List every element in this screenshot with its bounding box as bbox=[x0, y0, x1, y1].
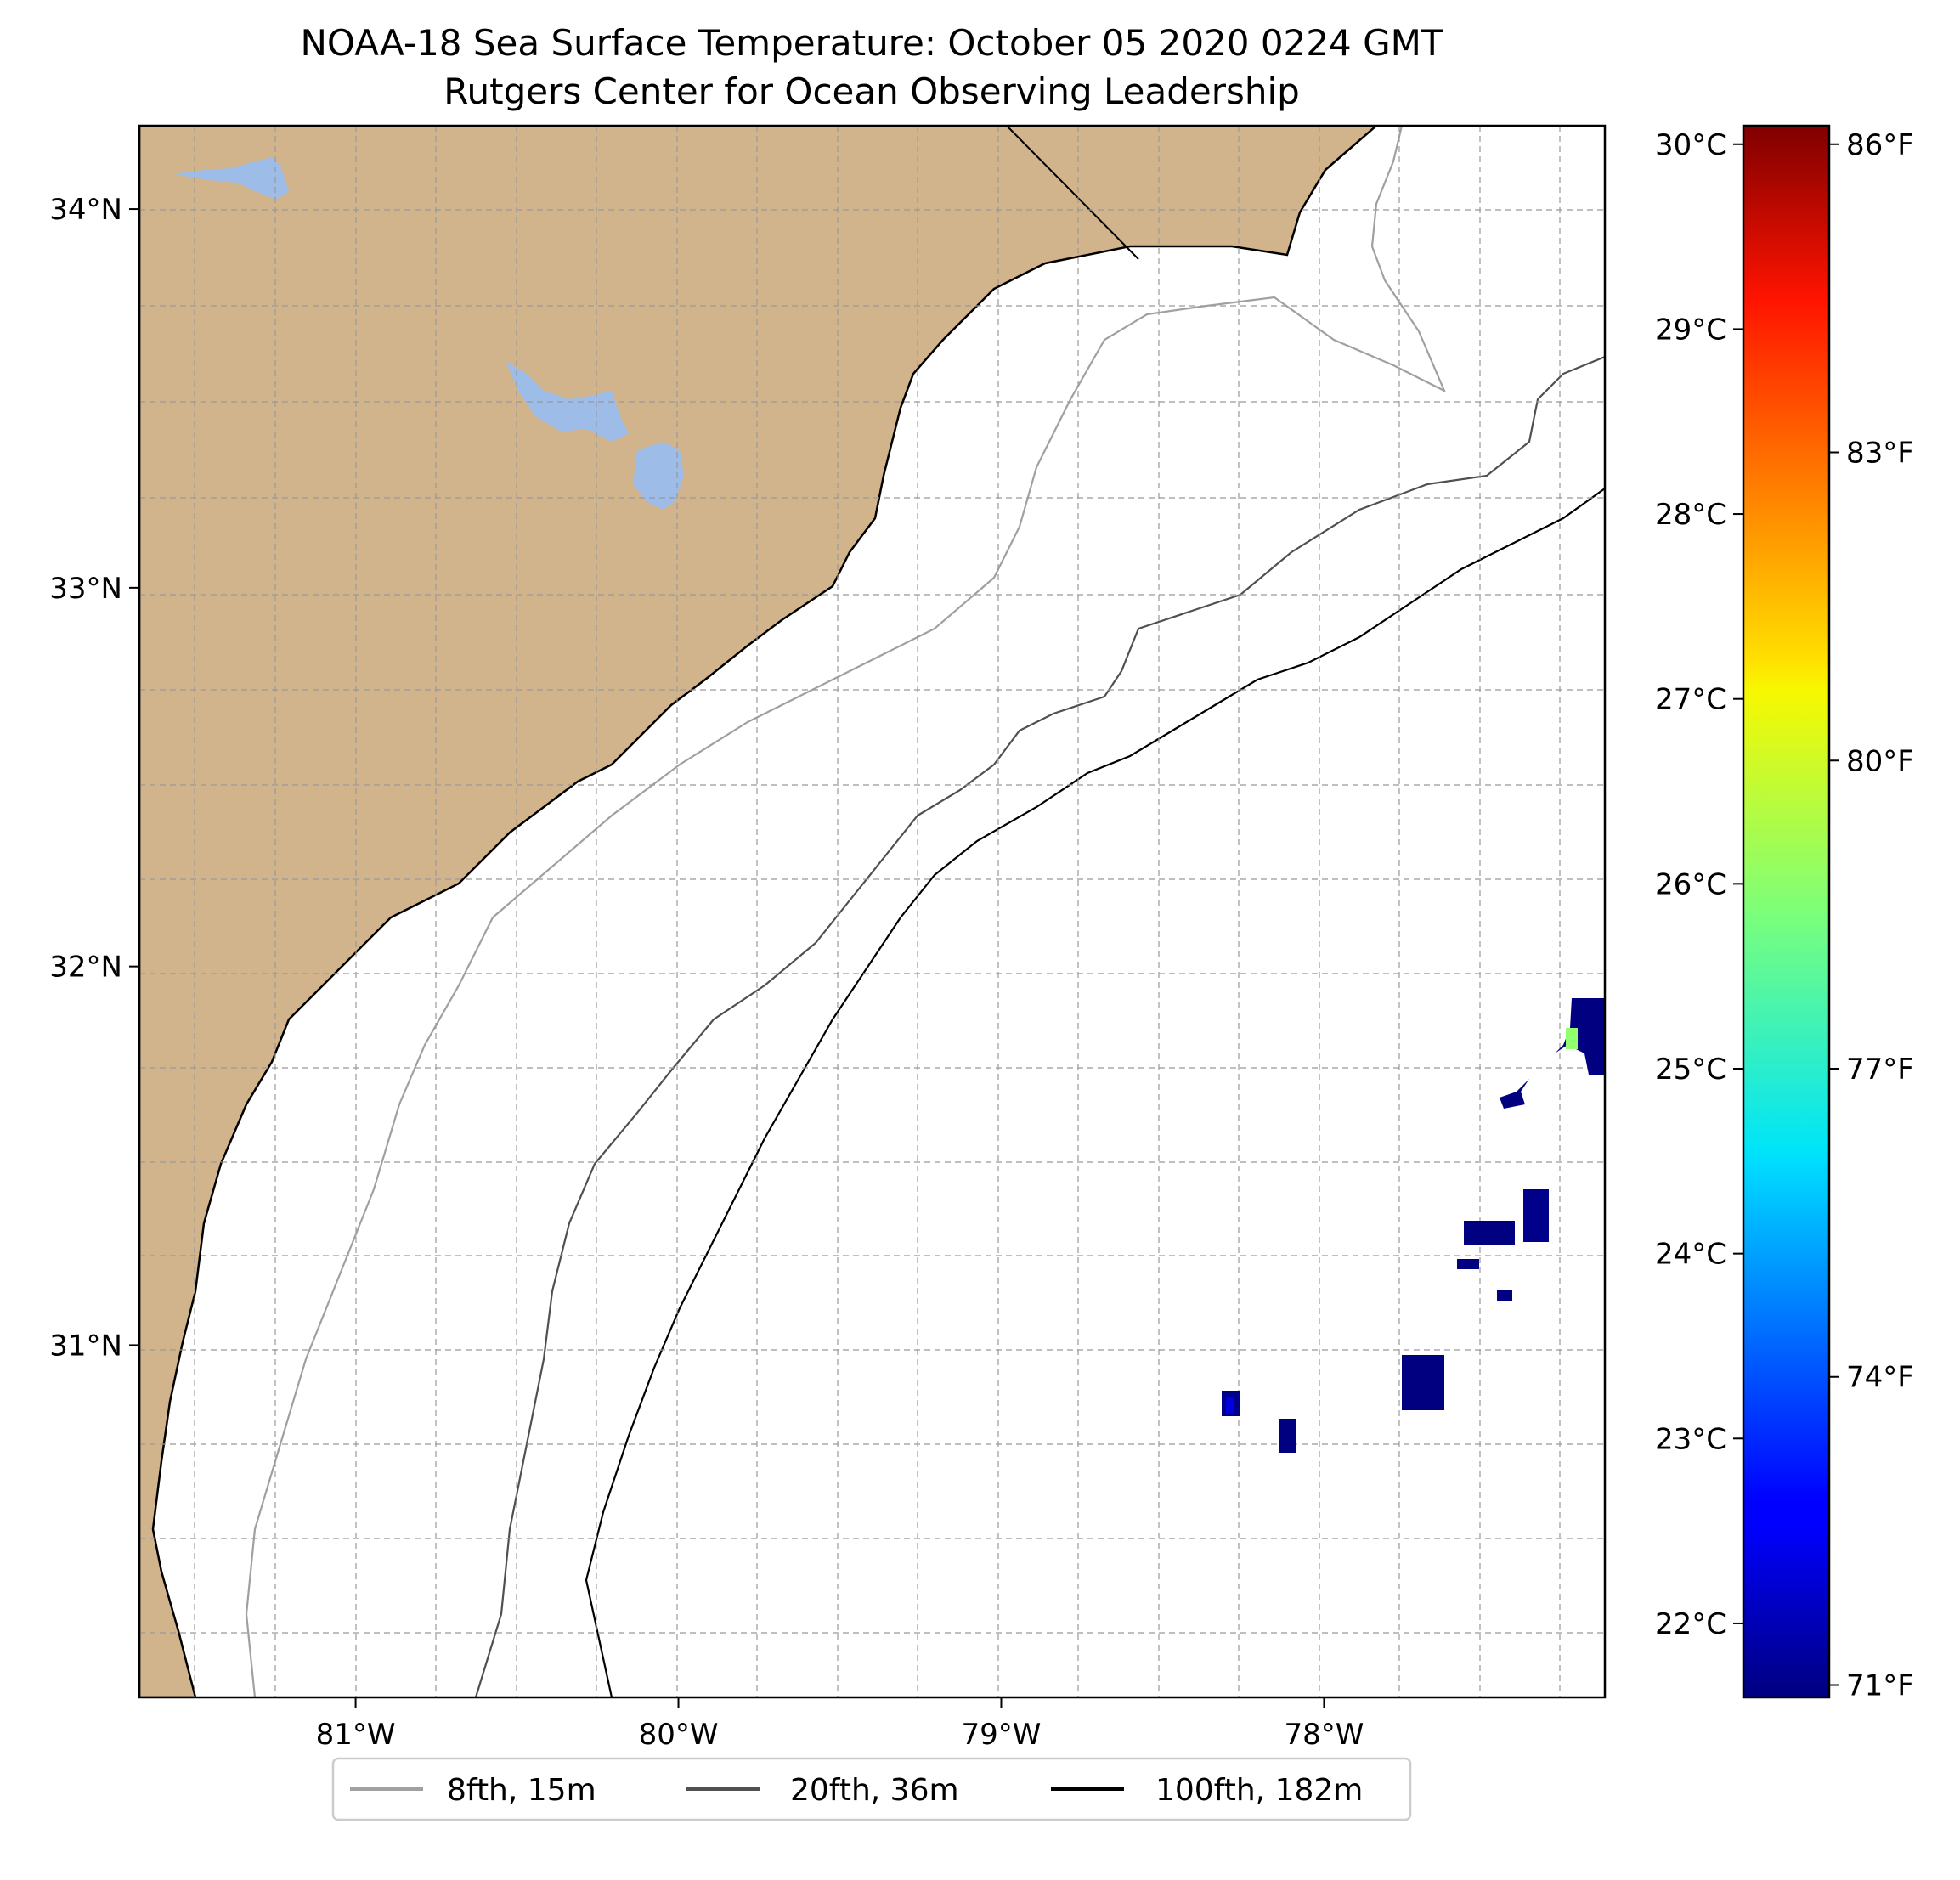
title-line-1: NOAA-18 Sea Surface Temperature: October… bbox=[300, 22, 1443, 64]
colorbar-c-tick-label: 26°C bbox=[1655, 867, 1726, 901]
colorbar-f-tick-label: 80°F bbox=[1846, 744, 1914, 778]
colorbar-c-tick-label: 24°C bbox=[1655, 1238, 1726, 1272]
sst-patch bbox=[1279, 1419, 1296, 1453]
colorbar-celsius-ticks: 30°C 29°C 28°C 27°C 26°C 25°C 24°C 23°C 22°C bbox=[1655, 128, 1743, 1641]
colorbar-c-tick-label: 30°C bbox=[1655, 128, 1726, 162]
colorbar-c-tick-label: 27°C bbox=[1655, 683, 1726, 717]
lake-north bbox=[174, 157, 289, 200]
colorbar bbox=[1742, 124, 1831, 1699]
colorbar-c-tick-label: 22°C bbox=[1655, 1607, 1726, 1641]
title-line-2: Rutgers Center for Ocean Observing Leade… bbox=[443, 71, 1300, 112]
legend-label-100fth: 100fth, 182m bbox=[1155, 1773, 1363, 1808]
isobath-20fth bbox=[474, 355, 1605, 1697]
x-tick-label: 79°W bbox=[962, 1718, 1042, 1752]
y-tick-label: 33°N bbox=[49, 572, 122, 606]
y-tick-label: 31°N bbox=[49, 1329, 122, 1363]
gridlines bbox=[139, 126, 1605, 1697]
colorbar-f-tick-label: 71°F bbox=[1846, 1668, 1914, 1702]
legend: 8fth, 15m 20fth, 36m 100fth, 182m bbox=[331, 1757, 1412, 1821]
sst-patch bbox=[1457, 1259, 1479, 1269]
colorbar-c-tick-label: 28°C bbox=[1655, 498, 1726, 532]
y-tick-label: 34°N bbox=[49, 193, 122, 227]
sst-patch bbox=[1500, 998, 1605, 1109]
colorbar-f-tick-label: 86°F bbox=[1846, 128, 1914, 162]
lake-moultrie bbox=[633, 442, 684, 510]
isobath-100fth bbox=[585, 488, 1605, 1697]
map-x-ticks: 81°W 80°W 79°W 78°W bbox=[316, 1697, 1364, 1752]
colorbar-f-tick-label: 83°F bbox=[1846, 437, 1914, 471]
state-border bbox=[1006, 126, 1139, 260]
legend-label-8fth: 8fth, 15m bbox=[447, 1773, 596, 1808]
sst-patch bbox=[1497, 1290, 1512, 1301]
x-tick-label: 80°W bbox=[639, 1718, 719, 1752]
sst-patch bbox=[1226, 1397, 1234, 1414]
map-y-ticks: 34°N 33°N 32°N 31°N bbox=[49, 193, 139, 1363]
colorbar-c-tick-label: 23°C bbox=[1655, 1422, 1726, 1456]
land-mass bbox=[139, 126, 1378, 1697]
sst-patches bbox=[1222, 998, 1605, 1453]
legend-box bbox=[331, 1757, 1412, 1821]
colorbar-c-tick-label: 25°C bbox=[1655, 1053, 1726, 1087]
sst-patch bbox=[1402, 1355, 1444, 1410]
x-tick-label: 78°W bbox=[1284, 1718, 1364, 1752]
x-tick-label: 81°W bbox=[316, 1718, 396, 1752]
colorbar-f-tick-label: 77°F bbox=[1846, 1053, 1914, 1087]
colorbar-f-tick-label: 74°F bbox=[1846, 1361, 1914, 1395]
isobath-8fth bbox=[245, 126, 1447, 1697]
sst-patch bbox=[1566, 1028, 1578, 1049]
sst-patch bbox=[1523, 1189, 1549, 1242]
map-frame bbox=[138, 124, 1607, 1699]
lake-marion bbox=[506, 361, 629, 442]
colorbar-fahrenheit-ticks: 86°F 83°F 80°F 77°F 74°F 71°F bbox=[1829, 128, 1914, 1702]
colorbar-c-tick-label: 29°C bbox=[1655, 313, 1726, 347]
legend-label-20fth: 20fth, 36m bbox=[790, 1773, 959, 1808]
map-panel bbox=[139, 126, 1605, 1697]
y-tick-label: 32°N bbox=[49, 951, 122, 985]
sst-patch bbox=[1464, 1221, 1515, 1245]
